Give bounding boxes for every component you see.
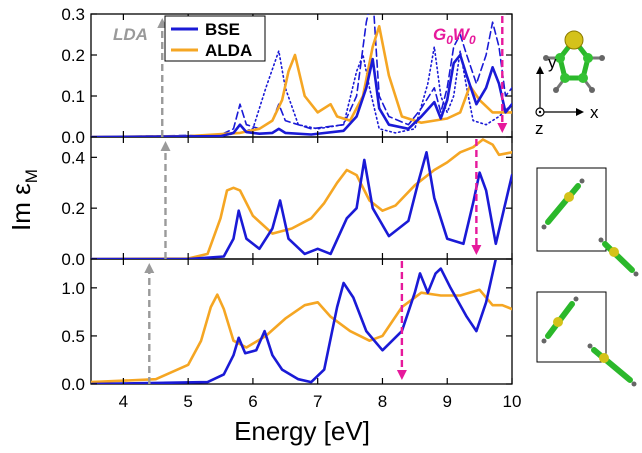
hydrogen-atom xyxy=(599,55,605,61)
g0w0-w: W xyxy=(453,25,471,44)
x-axis-label: Energy [eV] xyxy=(234,416,370,446)
g0w0-sub2: 0 xyxy=(469,33,476,47)
panel-bottom-series xyxy=(91,260,512,384)
panel-bottom-frame xyxy=(90,258,513,385)
sulfur-atom xyxy=(599,353,609,363)
series-line-bse-dotted xyxy=(91,45,512,137)
y-tick-label: 0.2 xyxy=(61,46,85,65)
series-line-alda xyxy=(91,24,512,137)
sulfur-atom xyxy=(553,317,563,327)
y-axis-symbol-label: y xyxy=(548,53,557,72)
legend-bse-label: BSE xyxy=(205,20,240,39)
hydrogen-atom xyxy=(631,381,637,387)
g0w0-arrow-head xyxy=(497,123,508,133)
inset-frame xyxy=(536,167,607,252)
g0w0-arrow-head xyxy=(471,245,482,255)
x-tick-label: 9 xyxy=(442,392,451,411)
y-axis-label-main: Im ε xyxy=(6,183,36,231)
y-axis-label: Im εM xyxy=(6,169,41,231)
lda-arrow-head xyxy=(144,263,155,273)
g0w0-arrow-head xyxy=(396,370,407,380)
hydrogen-atom xyxy=(633,271,639,277)
carbon-atom xyxy=(578,73,588,83)
series-line-alda xyxy=(91,138,512,259)
y-tick-label: 0.2 xyxy=(61,199,85,218)
molecule-middle-inset xyxy=(536,167,639,277)
molecule-chain xyxy=(545,183,581,225)
x-arrow-head xyxy=(576,108,584,116)
molecule-chain xyxy=(602,241,635,273)
series-line-bse xyxy=(91,151,512,259)
molecule-bottom-inset xyxy=(536,291,637,387)
legend-alda-label: ALDA xyxy=(205,41,252,60)
sulfur-atom xyxy=(564,192,574,202)
y-tick-label: 1.0 xyxy=(61,279,85,298)
z-axis-symbol-label: z xyxy=(535,119,544,138)
y-tick-label: 0.3 xyxy=(61,5,85,24)
hydrogen-atom xyxy=(553,87,559,93)
y-tick-label: 0.0 xyxy=(61,128,85,147)
carbon-atom xyxy=(583,53,593,63)
x-tick-label: 10 xyxy=(503,392,522,411)
y-tick-label: 0.0 xyxy=(61,250,85,269)
molecule-top-inset xyxy=(543,30,605,93)
x-tick-label: 5 xyxy=(183,392,192,411)
y-tick-label: 0.1 xyxy=(61,87,85,106)
carbon-atom xyxy=(555,53,565,63)
hydrogen-atom xyxy=(589,87,595,93)
legend: BSE ALDA xyxy=(164,15,266,62)
x-axis-symbol-label: x xyxy=(590,103,599,122)
panel-marks xyxy=(144,16,508,384)
panel-top-series xyxy=(91,14,512,137)
legend-box xyxy=(164,15,266,62)
g0w0-annotation: G0W0 xyxy=(433,25,476,47)
z-axis-dot xyxy=(538,110,542,114)
panel-middle-series xyxy=(91,138,512,259)
x-tick-label: 7 xyxy=(313,392,322,411)
series-line-bse xyxy=(91,260,497,384)
lda-arrow-head xyxy=(160,141,171,151)
carbon-atom xyxy=(560,73,570,83)
sulfur-atom xyxy=(564,30,584,50)
g0w0-g: G xyxy=(433,25,446,44)
hydrogen-atom xyxy=(541,224,547,230)
hydrogen-atom xyxy=(587,343,593,349)
coordinate-axes-inset: y x z xyxy=(535,53,599,138)
y-tick-label: 0.0 xyxy=(61,375,85,394)
hydrogen-atom xyxy=(573,296,579,302)
x-tick-label: 6 xyxy=(248,392,257,411)
series-line-bse xyxy=(91,53,512,137)
hydrogen-atom xyxy=(579,178,585,184)
hydrogen-atom xyxy=(541,338,547,344)
y-tick-label: 0.5 xyxy=(61,327,85,346)
y-tick-label: 0.4 xyxy=(61,148,85,167)
lda-annotation: LDA xyxy=(113,25,148,44)
inset-frame xyxy=(536,291,607,363)
x-tick-label: 4 xyxy=(119,392,128,411)
g0w0-sub1: 0 xyxy=(446,33,453,47)
y-arrow-head xyxy=(536,66,544,74)
axis-ticks: 0.00.10.20.30.00.20.40.00.51.04 5 6 7 8 9 10 xyxy=(61,5,521,411)
y-axis-label-sub: M xyxy=(22,169,41,183)
hydrogen-atom xyxy=(543,55,549,61)
molecule-chain xyxy=(591,347,633,383)
hydrogen-atom xyxy=(598,237,604,243)
series-line-alda xyxy=(91,288,512,384)
sulfur-atom xyxy=(609,247,619,257)
x-tick-label: 8 xyxy=(378,392,387,411)
panel-middle-frame xyxy=(90,136,513,260)
